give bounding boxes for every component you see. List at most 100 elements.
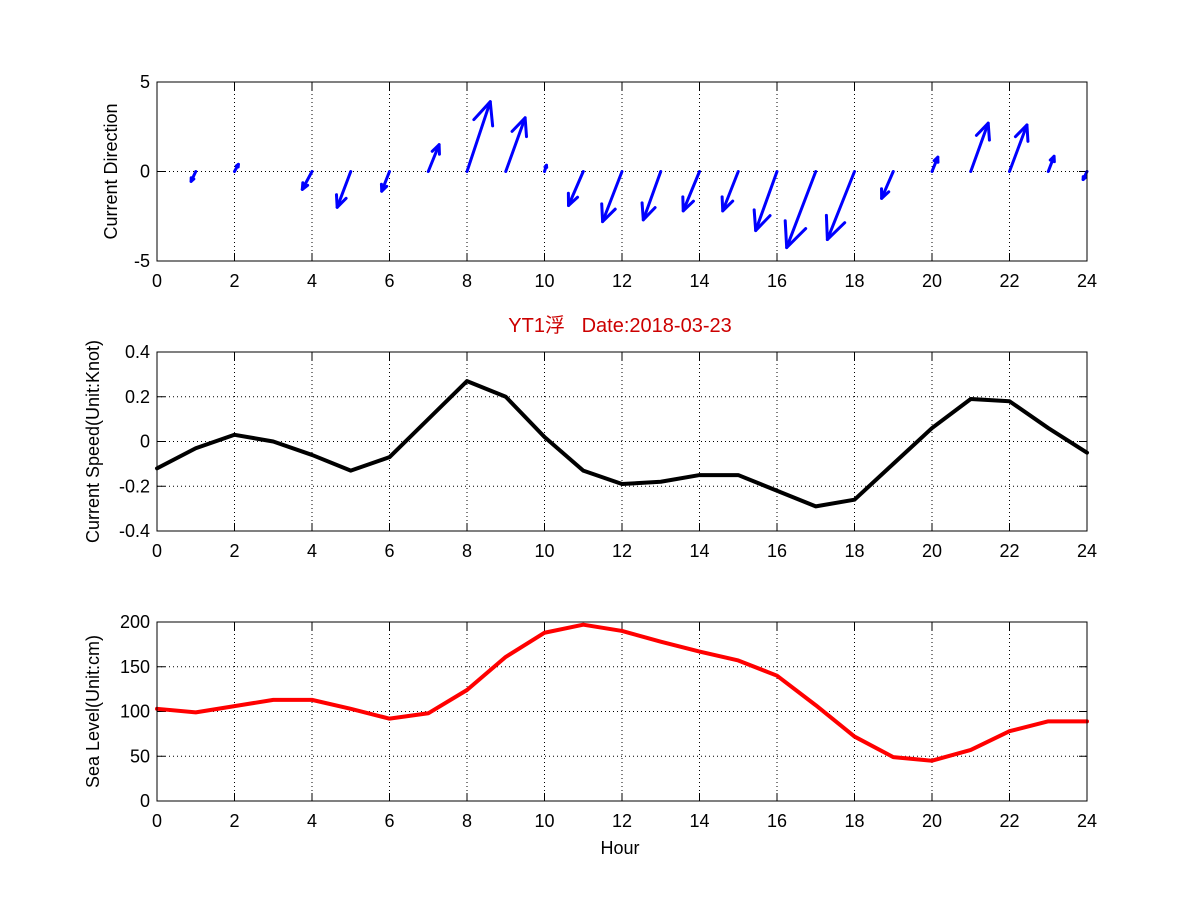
current-vector bbox=[334, 170, 353, 209]
current-speed-x-tick-label: 2 bbox=[229, 541, 239, 561]
current-direction-x-tick-label: 14 bbox=[689, 271, 709, 291]
current-direction-y-tick-label: 5 bbox=[140, 72, 150, 92]
current-vector bbox=[426, 143, 441, 173]
vector-head bbox=[189, 176, 196, 183]
current-direction-x-tick-label: 16 bbox=[767, 271, 787, 291]
vector-shaft bbox=[504, 116, 527, 173]
sea-level-series-line bbox=[155, 622, 1089, 763]
current-direction-x-tick-label: 10 bbox=[534, 271, 554, 291]
vector-shaft bbox=[641, 170, 663, 222]
vector-head bbox=[543, 163, 549, 169]
current-vector bbox=[783, 170, 818, 250]
vector-shaft bbox=[785, 170, 818, 250]
current-speed-x-tick-label: 16 bbox=[767, 541, 787, 561]
vector-shaft bbox=[465, 100, 492, 173]
vector-head bbox=[430, 143, 441, 156]
current-direction-x-tick-label: 6 bbox=[384, 271, 394, 291]
current-direction-y-axis-label: Current Direction bbox=[101, 103, 121, 239]
sea-level-x-tick-label: 20 bbox=[922, 811, 942, 831]
current-speed-x-tick-label: 22 bbox=[999, 541, 1019, 561]
vector-head bbox=[824, 213, 847, 242]
current-direction-x-tick-label: 4 bbox=[307, 271, 317, 291]
current-vector bbox=[969, 121, 991, 173]
current-direction-x-tick-label: 18 bbox=[844, 271, 864, 291]
sea-level-y-axis-label: Sea Level(Unit:cm) bbox=[83, 635, 103, 788]
vector-head bbox=[974, 121, 991, 142]
vector-head bbox=[600, 202, 617, 224]
current-speed-x-tick-label: 12 bbox=[612, 541, 632, 561]
current-vector bbox=[465, 100, 495, 173]
current-vector bbox=[600, 170, 624, 224]
current-direction-x-tick-label: 8 bbox=[462, 271, 472, 291]
vector-head bbox=[1013, 123, 1030, 143]
sea-level-y-tick-label: 50 bbox=[130, 746, 150, 766]
chart-title: YT1浮 Date:2018-03-23 bbox=[508, 314, 731, 337]
vector-head bbox=[566, 191, 580, 208]
sea-level-x-tick-label: 10 bbox=[534, 811, 554, 831]
current-speed-y-axis-label: Current Speed(Unit:Knot) bbox=[83, 340, 103, 543]
current-vector bbox=[1008, 123, 1030, 173]
current-vector bbox=[880, 170, 895, 200]
vector-head bbox=[880, 187, 891, 200]
vector-head bbox=[334, 193, 348, 209]
current-speed-x-tick-label: 14 bbox=[689, 541, 709, 561]
current-vector bbox=[1046, 154, 1056, 173]
sea-level-x-tick-label: 4 bbox=[307, 811, 317, 831]
current-speed-x-tick-label: 6 bbox=[384, 541, 394, 561]
current-vector bbox=[543, 163, 549, 173]
current-speed-x-tick-label: 0 bbox=[152, 541, 162, 561]
vector-head bbox=[681, 195, 695, 213]
vector-head bbox=[783, 219, 808, 250]
current-speed-x-tick-label: 4 bbox=[307, 541, 317, 561]
current-direction-x-tick-label: 12 bbox=[612, 271, 632, 291]
vector-shaft bbox=[1008, 123, 1029, 173]
vector-head bbox=[510, 116, 529, 139]
vector-shaft bbox=[754, 170, 779, 233]
vector-shaft bbox=[567, 170, 585, 208]
current-vector bbox=[504, 116, 529, 173]
current-vector bbox=[824, 170, 856, 242]
vector-head bbox=[640, 201, 657, 222]
current-speed-y-tick-label: 0.2 bbox=[125, 387, 150, 407]
current-direction-x-tick-label: 22 bbox=[999, 271, 1019, 291]
current-direction-x-tick-label: 24 bbox=[1077, 271, 1097, 291]
sea-level-x-tick-label: 6 bbox=[384, 811, 394, 831]
vector-head bbox=[1081, 175, 1087, 182]
sea-level-x-tick-label: 8 bbox=[462, 811, 472, 831]
current-vector bbox=[640, 170, 663, 222]
current-speed-y-tick-label: 0 bbox=[140, 432, 150, 452]
current-direction-y-tick-label: 0 bbox=[140, 162, 150, 182]
vector-shaft bbox=[601, 170, 624, 224]
sea-level-x-tick-label: 24 bbox=[1077, 811, 1097, 831]
current-vector bbox=[300, 170, 314, 191]
current-vector bbox=[233, 162, 240, 173]
current-direction-axes-frame bbox=[156, 81, 1088, 262]
vector-head bbox=[720, 195, 735, 213]
current-speed-x-tick-label: 10 bbox=[534, 541, 554, 561]
vector-shaft bbox=[721, 170, 740, 213]
vector-shaft bbox=[880, 170, 895, 200]
current-direction-x-tick-label: 0 bbox=[152, 271, 162, 291]
current-vector bbox=[1081, 170, 1089, 182]
current-speed-panel: 0 2 4 6 8 10 12 14 16 18 20 22 24-0.4-0.200.20.4Curr… bbox=[83, 340, 1097, 561]
current-vector bbox=[189, 170, 198, 183]
current-vector bbox=[566, 170, 585, 208]
vector-shaft bbox=[969, 121, 990, 173]
sea-level-y-tick-label: 150 bbox=[120, 657, 150, 677]
sea-level-axes-frame bbox=[156, 621, 1088, 802]
vector-head bbox=[472, 100, 495, 128]
sea-level-y-tick-label: 0 bbox=[140, 791, 150, 811]
current-speed-y-tick-label: 0.4 bbox=[125, 342, 150, 362]
vector-head bbox=[234, 162, 240, 169]
vector-shaft bbox=[335, 170, 353, 209]
sea-level-y-tick-label: 200 bbox=[120, 612, 150, 632]
current-speed-y-tick-label: -0.2 bbox=[119, 476, 150, 496]
current-vector bbox=[930, 155, 940, 173]
vector-shaft bbox=[681, 170, 701, 213]
current-speed-x-tick-label: 8 bbox=[462, 541, 472, 561]
vector-head bbox=[1048, 154, 1056, 164]
current-speed-series-line bbox=[155, 379, 1089, 509]
